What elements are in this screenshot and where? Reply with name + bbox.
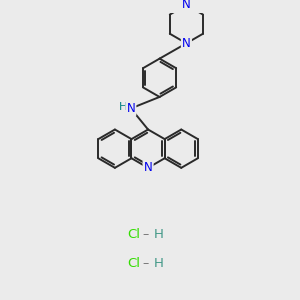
Text: –: – bbox=[142, 257, 148, 270]
Text: N: N bbox=[182, 0, 191, 11]
Text: H: H bbox=[119, 101, 128, 112]
Text: Cl: Cl bbox=[128, 257, 140, 270]
Text: N: N bbox=[144, 161, 152, 174]
Text: Cl: Cl bbox=[128, 228, 140, 242]
Text: H: H bbox=[154, 257, 164, 270]
Text: N: N bbox=[182, 37, 191, 50]
Text: H: H bbox=[154, 228, 164, 242]
Text: –: – bbox=[142, 228, 148, 242]
Text: N: N bbox=[127, 102, 135, 115]
